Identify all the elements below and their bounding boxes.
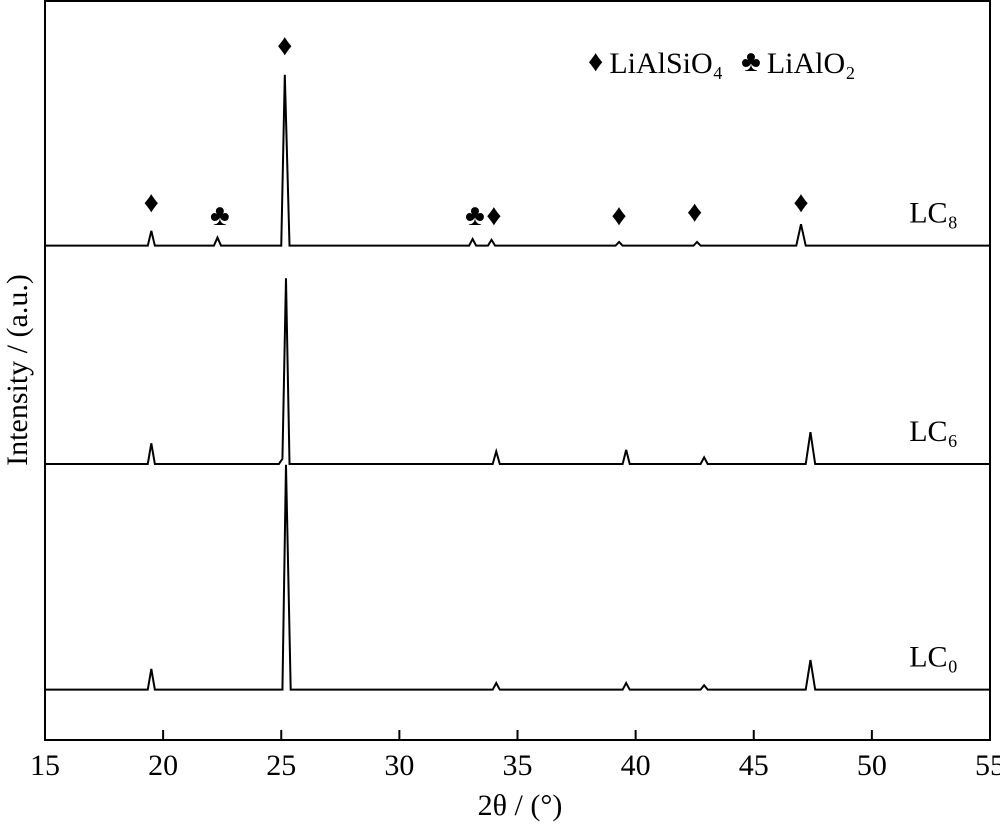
peak-marker: ♦ (611, 199, 626, 232)
peak-marker: ♦ (277, 29, 292, 62)
legend-label: LiAlO₂ (767, 47, 856, 80)
legend-label: LiAlSiO₄ (609, 47, 723, 80)
series-label: LC₈ (909, 197, 958, 230)
peak-marker: ♦ (486, 199, 501, 232)
peak-marker: ♣ (210, 199, 230, 232)
peak-marker: ♦ (793, 186, 808, 219)
x-tick-label: 20 (148, 749, 178, 782)
pattern-line (45, 278, 990, 465)
pattern-line (45, 74, 990, 247)
plot-frame (44, 0, 991, 741)
x-tick-label: 40 (621, 749, 651, 782)
series-label: LC₀ (909, 641, 958, 674)
x-tick-label: 55 (975, 749, 1000, 782)
x-tick-label: 50 (857, 749, 887, 782)
x-axis-label: 2θ / (°) (478, 789, 563, 822)
peak-marker: ♦ (687, 195, 702, 228)
peak-marker: ♦ (144, 186, 159, 219)
y-axis-label: Intensity / (a.u.) (1, 274, 34, 466)
legend-symbol: ♣ (741, 45, 761, 78)
x-tick-label: 45 (739, 749, 769, 782)
x-tick-label: 15 (30, 749, 60, 782)
pattern-line (45, 464, 990, 691)
x-tick-label: 35 (503, 749, 533, 782)
x-tick-label: 30 (384, 749, 414, 782)
legend-symbol: ♦ (588, 45, 603, 78)
series-label: LC₆ (909, 415, 958, 448)
peak-marker: ♣ (465, 199, 485, 232)
x-tick-label: 25 (266, 749, 296, 782)
